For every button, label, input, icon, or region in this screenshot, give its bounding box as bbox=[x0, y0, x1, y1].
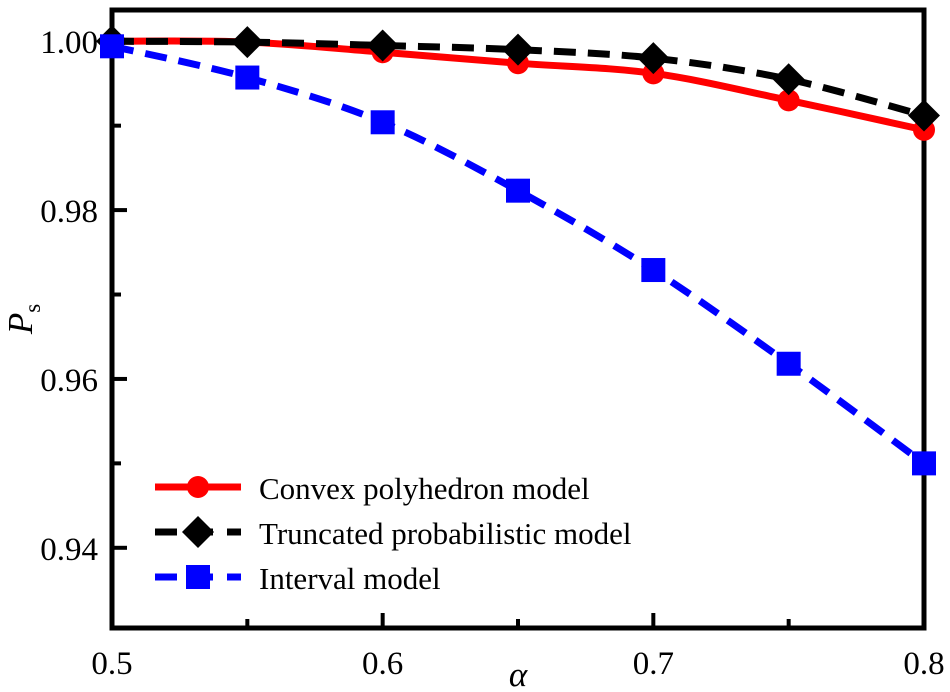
data-point bbox=[100, 34, 124, 59]
x-tick-label: 0.5 bbox=[91, 646, 132, 682]
data-point bbox=[641, 258, 666, 283]
legend-label: Interval model bbox=[259, 561, 441, 596]
x-tick-label: 0.7 bbox=[633, 646, 674, 682]
data-point bbox=[912, 451, 936, 476]
series-line bbox=[111, 42, 927, 467]
data-point bbox=[777, 89, 800, 112]
legend-entry-1: Truncated probabilistic model bbox=[155, 516, 632, 551]
data-point bbox=[506, 178, 530, 203]
y-tick-label: 0.96 bbox=[40, 363, 98, 399]
data-point bbox=[637, 42, 670, 75]
y-tick-label: 0.98 bbox=[40, 194, 98, 230]
legend-marker bbox=[186, 565, 210, 589]
legend-marker bbox=[182, 516, 214, 548]
y-tick-label: 1.00 bbox=[40, 25, 98, 61]
data-point bbox=[370, 110, 395, 135]
data-point bbox=[231, 26, 264, 59]
data-point bbox=[366, 29, 399, 62]
y-tick-label: 0.94 bbox=[40, 532, 98, 568]
y-axis-title: Ps bbox=[1, 304, 45, 335]
data-point bbox=[502, 33, 534, 66]
legend-entry-2: Interval model bbox=[155, 561, 441, 596]
legend-label: Truncated probabilistic model bbox=[259, 516, 632, 551]
legend-label: Convex polyhedron model bbox=[259, 471, 590, 506]
x-tick-label: 0.8 bbox=[903, 646, 944, 682]
legend-marker bbox=[187, 476, 209, 498]
x-axis-title: α bbox=[509, 655, 528, 692]
svg-text:Ps: Ps bbox=[1, 304, 45, 335]
data-point bbox=[772, 63, 805, 96]
legend-entry-0: Convex polyhedron model bbox=[155, 471, 590, 506]
data-point bbox=[908, 99, 940, 132]
data-point bbox=[776, 351, 801, 376]
x-tick-label: 0.6 bbox=[362, 646, 403, 682]
series-2 bbox=[100, 34, 936, 476]
data-point bbox=[235, 65, 260, 90]
series-1 bbox=[96, 25, 940, 132]
